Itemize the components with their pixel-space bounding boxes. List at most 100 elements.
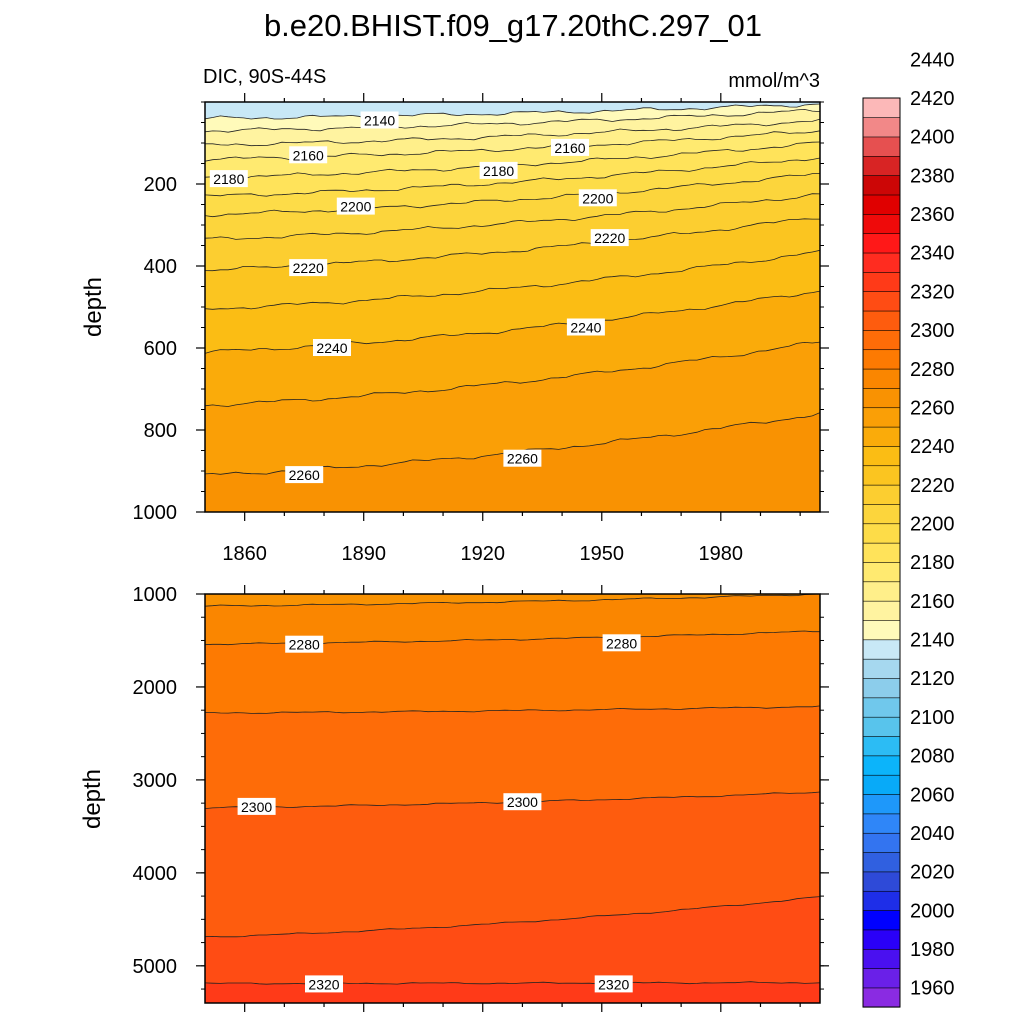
contour-label-box (209, 170, 248, 188)
colorbar-label: 1960 (910, 978, 955, 1000)
contour-label: 2260 (285, 466, 324, 484)
contour-label-text: 2160 (293, 147, 324, 163)
chart-title: b.e20.BHIST.f09_g17.20thC.297_01 (264, 8, 762, 43)
contour-label: 2300 (237, 797, 276, 815)
lower-panel: 2280 2280 2300 2300 2320 2320 1000 2000 3000 400… (79, 584, 829, 1012)
y-tick-label: 1000 (133, 502, 178, 524)
colorbar-bin (862, 291, 901, 312)
contour-label-text: 2160 (554, 140, 585, 156)
contour-label-box (285, 635, 324, 653)
contour-band (205, 981, 820, 1003)
upper-contour-labels: 2140 2160 2160 2180 2180 2200 2200 2220 2220 2240… (209, 111, 629, 484)
colorbar-bin (862, 909, 901, 931)
contour-label: 2240 (566, 318, 605, 336)
contour-line (205, 594, 820, 607)
contour-line (205, 341, 820, 407)
upper-panel: 2140 2160 2160 2180 2180 2200 2200 2220 2220 2240… (80, 93, 829, 565)
contour-line (205, 173, 820, 218)
lower-y-axis-label: depth (79, 769, 106, 829)
colorbar-bin (862, 233, 901, 254)
colorbar-bin (862, 813, 901, 834)
colorbar-bin (862, 136, 901, 157)
colorbar-label: 2340 (910, 243, 955, 265)
contour-label: 2260 (503, 449, 542, 467)
contour-band (205, 896, 820, 1003)
colorbar-bin (862, 407, 901, 428)
upper-y-axis-label: depth (80, 277, 107, 337)
contour-label-box (594, 975, 633, 993)
contour-label-box (578, 189, 617, 207)
colorbar-frame (862, 97, 901, 1008)
colorbar-bin (862, 755, 901, 776)
colorbar-label: 2080 (910, 746, 955, 768)
colorbar-bin (862, 484, 901, 505)
colorbar-bin (862, 252, 901, 273)
contour-label-text: 2280 (606, 635, 637, 651)
colorbar-bin (862, 329, 901, 351)
y-tick-label: 5000 (133, 956, 178, 978)
contour-label-box (305, 975, 343, 993)
contour-label-box (289, 146, 328, 164)
lower-frame (204, 593, 821, 1004)
colorbar-label: 2440 (910, 49, 955, 71)
contour-label-box (313, 339, 351, 356)
contour-line (205, 108, 820, 133)
colorbar-label: 2000 (910, 900, 955, 922)
y-tick-label: 4000 (133, 863, 178, 885)
colorbar-label: 2420 (910, 88, 955, 110)
colorbar-label: 2360 (910, 204, 955, 226)
x-tick-label: 1890 (341, 543, 386, 565)
colorbar-label: 1980 (910, 939, 955, 961)
upper-ticks: 200 400 600 800 1000 1860 1890 1920 1950 1980 (133, 93, 829, 565)
contour-label-box (336, 197, 375, 215)
contour-label: 2160 (289, 146, 328, 164)
contour-line (205, 103, 820, 120)
contour-label-text: 2300 (507, 794, 538, 810)
contour-label-text: 2280 (289, 637, 320, 653)
colorbar-label: 2320 (910, 281, 955, 303)
colorbar-bin (862, 735, 901, 757)
contour-label: 2220 (590, 229, 629, 247)
colorbar-label: 2220 (910, 475, 955, 497)
colorbar-bin (862, 639, 901, 660)
contour-label: 2200 (578, 189, 617, 207)
lower-contour-labels: 2280 2280 2300 2300 2320 2320 (237, 634, 641, 993)
contour-label-text: 2260 (289, 467, 320, 483)
colorbar-label: 2260 (910, 397, 955, 419)
contour-line (205, 193, 820, 240)
contour-label-text: 2200 (340, 199, 371, 215)
colorbar-label: 2380 (910, 165, 955, 187)
y-tick-label: 3000 (133, 770, 178, 792)
colorbar-bin (862, 368, 901, 389)
contour-label-text: 2220 (594, 230, 625, 246)
colorbar-bin (862, 948, 901, 969)
colorbar-bin (862, 890, 901, 911)
right-subtitle: mmol/m^3 (728, 70, 820, 92)
y-tick-label: 1000 (133, 584, 178, 606)
contour-line (205, 249, 820, 310)
contour-label-box (237, 797, 276, 815)
colorbar-label: 2120 (910, 668, 955, 690)
contour-label-text: 2320 (308, 976, 339, 992)
colorbar-bin (862, 774, 901, 795)
colorbar-label: 2400 (910, 127, 955, 149)
contour-label-box (602, 634, 641, 652)
colorbar-bin (862, 445, 901, 467)
x-tick-label: 1980 (699, 543, 744, 565)
colorbar-bin (862, 155, 901, 176)
contour-label-box (285, 466, 324, 484)
contour-label-text: 2260 (507, 451, 538, 467)
colorbar-bin (862, 97, 901, 118)
contour-label-text: 2240 (570, 320, 601, 336)
contour-label: 2280 (285, 635, 324, 653)
contour-label-text: 2180 (483, 163, 514, 179)
colorbar-bin (862, 542, 901, 563)
contour-line (205, 896, 820, 938)
colorbar-bin (862, 987, 901, 1008)
contour-line (205, 118, 820, 147)
colorbar-bin (862, 697, 901, 718)
colorbar-label: 2020 (910, 862, 955, 884)
y-tick-label: 2000 (133, 677, 178, 699)
colorbar-bin (862, 310, 901, 331)
